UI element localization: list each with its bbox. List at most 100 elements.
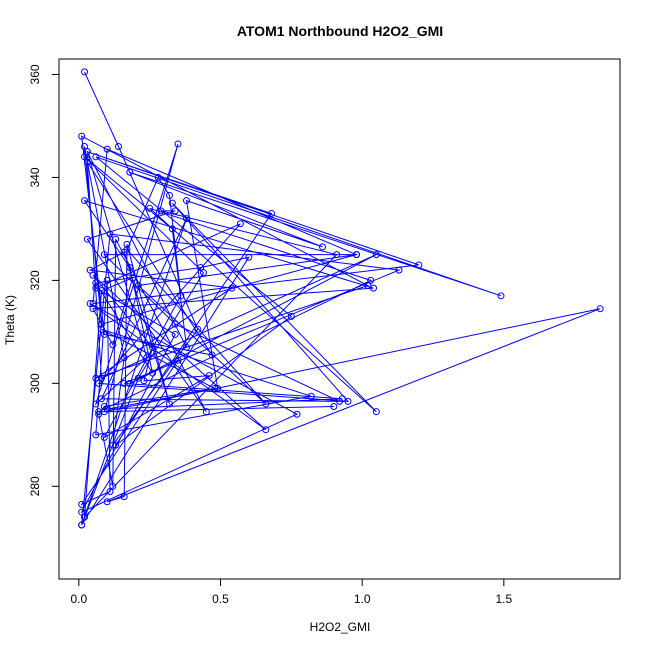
y-tick-label: 340: [28, 167, 42, 187]
data-point: [92, 279, 100, 287]
data-point: [171, 330, 179, 338]
data-point: [81, 513, 88, 521]
x-tick-label: 0.0: [70, 592, 87, 606]
data-point: [415, 261, 423, 269]
data-point: [171, 320, 179, 328]
data-point: [103, 405, 111, 413]
data-point: [120, 493, 128, 501]
data-point: [370, 284, 377, 292]
data-point: [134, 374, 142, 382]
data-point: [183, 343, 190, 351]
data-point: [166, 400, 173, 408]
data-point: [95, 408, 103, 416]
data-point: [120, 379, 128, 387]
x-tick-label: 0.5: [212, 592, 229, 606]
data-point: [92, 400, 100, 408]
data-point: [83, 148, 91, 156]
data-point: [78, 132, 86, 140]
data-point: [92, 431, 100, 439]
data-point: [149, 343, 156, 351]
data-point: [211, 385, 219, 393]
data-point: [86, 266, 94, 274]
data-point: [83, 235, 91, 243]
data-point: [126, 168, 134, 176]
data-point: [143, 354, 151, 362]
data-point: [95, 410, 103, 418]
chart-title: ATOM1 Northbound H2O2_GMI: [237, 23, 443, 39]
x-axis: 0.0 0.5 1.0 1.5: [70, 578, 512, 606]
data-point: [236, 220, 244, 228]
data-point: [497, 292, 505, 300]
data-point: [287, 312, 295, 320]
data-point: [100, 330, 108, 338]
data-point: [103, 498, 111, 506]
data-point: [100, 251, 108, 259]
data-point: [330, 403, 338, 411]
data-point: [89, 271, 97, 279]
data-point: [367, 276, 375, 284]
data-point: [112, 441, 120, 449]
data-point: [98, 374, 105, 382]
data-point: [168, 225, 176, 233]
y-tick-label: 320: [28, 270, 42, 290]
data-point: [293, 410, 301, 418]
data-point: [115, 143, 122, 151]
data-point: [202, 408, 210, 416]
data-point: [81, 153, 88, 161]
data-point: [183, 197, 190, 205]
data-point: [154, 173, 162, 181]
data-point: [307, 392, 315, 400]
data-point: [106, 487, 114, 495]
data-point: [109, 341, 117, 349]
x-axis-label: H2O2_GMI: [310, 620, 371, 634]
data-point: [81, 143, 88, 151]
data-point: [364, 282, 372, 290]
data-point: [103, 276, 111, 284]
data-point: [194, 325, 202, 333]
data-point: [183, 215, 190, 223]
y-axis: 280 300 320 340 360: [28, 64, 60, 496]
data-point: [81, 68, 88, 76]
data-point: [166, 191, 173, 199]
data-point: [98, 320, 105, 328]
data-point: [98, 287, 105, 295]
data-point: [98, 395, 105, 403]
data-point: [123, 245, 131, 253]
data-point: [336, 397, 343, 405]
data-point: [333, 251, 341, 259]
data-point: [120, 354, 128, 362]
data-point: [395, 266, 403, 274]
data-point: [95, 379, 103, 387]
series-line: [80, 71, 601, 526]
data-point: [109, 482, 117, 490]
series-layer: [78, 68, 604, 529]
data-point: [78, 508, 86, 516]
data-point: [208, 351, 216, 359]
data-point: [200, 269, 207, 277]
data-point: [89, 305, 97, 313]
data-point: [89, 300, 97, 308]
data-point: [372, 251, 380, 259]
data-point: [78, 521, 86, 529]
data-point: [596, 305, 604, 313]
data-point: [262, 400, 270, 408]
data-point: [149, 369, 156, 377]
data-point: [168, 199, 176, 207]
data-point: [86, 300, 94, 308]
data-point: [197, 264, 205, 272]
data-point: [78, 500, 86, 508]
data-point: [228, 284, 236, 292]
data-point: [100, 433, 108, 441]
data-point: [129, 274, 137, 282]
y-tick-label: 300: [28, 373, 42, 393]
y-tick-label: 360: [28, 64, 42, 84]
data-point: [98, 325, 105, 333]
y-axis-label: Theta (K): [3, 295, 17, 345]
data-point: [123, 240, 131, 248]
data-point: [157, 207, 165, 215]
data-point: [174, 140, 182, 148]
data-point: [134, 282, 142, 290]
data-point: [106, 230, 114, 238]
data-point: [174, 356, 182, 364]
